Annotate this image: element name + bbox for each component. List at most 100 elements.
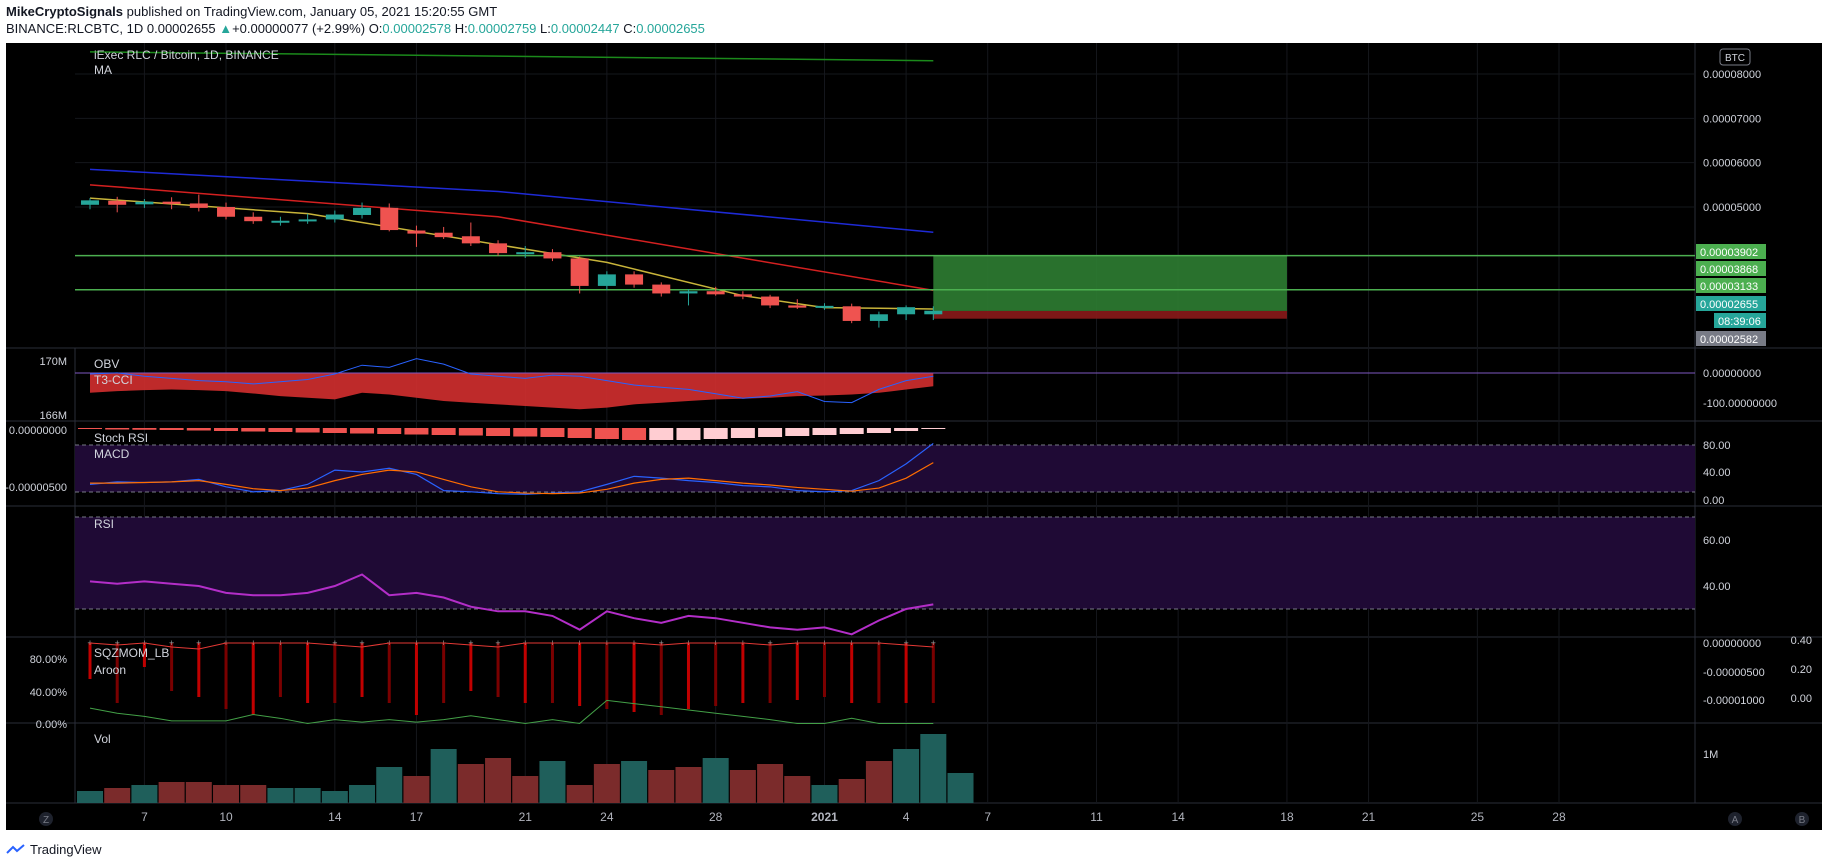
momentum-bar[interactable] [88,643,92,679]
macd-histogram-bar[interactable] [105,428,130,430]
z-button-bg[interactable] [39,812,53,826]
volume-bar[interactable] [729,770,756,803]
macd-histogram-bar[interactable] [567,428,592,438]
macd-histogram-bar[interactable] [866,428,891,433]
macd-histogram-bar[interactable] [785,428,810,436]
momentum-bar[interactable] [523,643,527,703]
momentum-bar[interactable] [741,643,745,703]
candle-body[interactable] [189,203,208,208]
rsi-line[interactable] [89,573,934,636]
macd-histogram-bar[interactable] [540,428,565,437]
momentum-bar[interactable] [360,643,364,697]
volume-bar[interactable] [811,785,838,803]
volume-bar[interactable] [702,758,729,803]
candle-body[interactable] [407,230,426,234]
momentum-bar[interactable] [387,643,391,703]
macd-histogram-bar[interactable] [812,428,837,435]
volume-bar[interactable] [430,749,457,803]
candle-body[interactable] [461,236,480,244]
stoch-d-line[interactable] [90,462,934,495]
chart-container[interactable]: + + + + + + + + + + + + + + + + + + + + + + + + + + + + + + + + 7 10 14 17… [5,43,1822,830]
candle-body[interactable] [81,200,99,205]
candle-body[interactable] [298,219,317,222]
candle-body[interactable] [869,314,888,321]
rsi-pane[interactable] [75,516,1695,636]
momentum-bar[interactable] [224,643,228,709]
price-pane[interactable] [75,51,1695,328]
momentum-bar[interactable] [931,643,935,703]
volume-bar[interactable] [104,788,131,803]
candle-body[interactable] [897,307,916,315]
macd-histogram-bar[interactable] [758,428,783,437]
volume-pane[interactable] [77,734,974,803]
macd-histogram-bar[interactable] [431,428,456,435]
momentum-bar[interactable] [115,643,119,703]
aroon-up-line[interactable] [89,642,934,650]
macd-histogram-bar[interactable] [486,428,511,436]
volume-bar[interactable] [838,779,865,803]
momentum-bar[interactable] [632,643,636,712]
candle-body[interactable] [706,291,725,295]
macd-histogram-bar[interactable] [894,428,919,431]
candle-body[interactable] [733,294,752,297]
moving-average-line[interactable] [89,184,934,292]
volume-bar[interactable] [485,758,512,803]
candle-body[interactable] [380,207,399,231]
candle-body[interactable] [217,207,236,217]
volume-bar[interactable] [512,776,539,803]
candle-body[interactable] [353,207,372,215]
macd-histogram-bar[interactable] [921,428,946,429]
macd-histogram-bar[interactable] [377,428,402,434]
momentum-bar[interactable] [659,643,663,715]
macd-histogram-bar[interactable] [458,428,483,436]
momentum-bar[interactable] [822,643,826,697]
macd-histogram-bar[interactable] [295,428,320,433]
macd-histogram-bar[interactable] [513,428,538,437]
volume-bar[interactable] [267,788,294,803]
currency-badge-box[interactable] [1719,48,1751,66]
volume-bar[interactable] [566,785,593,803]
macd-histogram-bar[interactable] [78,428,102,429]
volume-bar[interactable] [865,761,892,803]
momentum-bar[interactable] [795,643,799,700]
volume-bar[interactable] [376,767,403,803]
macd-histogram-bar[interactable] [622,428,647,440]
volume-bar[interactable] [947,773,974,803]
volume-bar[interactable] [77,791,103,803]
volume-bar[interactable] [294,788,321,803]
stoch-k-line[interactable] [89,442,934,495]
candle-body[interactable] [815,305,834,308]
candle-body[interactable] [570,258,589,286]
candle-body[interactable] [135,201,154,205]
macd-histogram-bar[interactable] [214,428,239,431]
macd-histogram-bar[interactable] [730,428,755,438]
candle-body[interactable] [434,232,453,238]
b-button-bg[interactable] [1795,812,1809,826]
volume-bar[interactable] [349,785,376,803]
candle-body[interactable] [924,310,943,315]
volume-bar[interactable] [403,776,430,803]
volume-bar[interactable] [185,782,212,803]
momentum-bar[interactable] [578,643,582,706]
volume-bar[interactable] [240,785,267,803]
momentum-bar[interactable] [442,643,446,703]
candle-body[interactable] [842,306,861,321]
volume-bar[interactable] [784,776,811,803]
candle-body[interactable] [489,243,508,254]
macd-histogram-bar[interactable] [241,428,266,432]
macd-histogram-bar[interactable] [649,428,674,440]
candle-body[interactable] [625,274,644,285]
macd-histogram-bar[interactable] [159,428,184,430]
macd-histogram-bar[interactable] [186,428,211,431]
sqzmom-aroon-pane[interactable]: + + + + + + + + + + + + + + + + + + + + + + + + + + + + + + + + [87,638,936,724]
macd-histogram-bar[interactable] [676,428,701,440]
momentum-bar[interactable] [877,643,881,703]
candle-body[interactable] [679,291,698,294]
volume-bar[interactable] [757,764,784,803]
momentum-bar[interactable] [170,643,174,691]
momentum-bar[interactable] [142,643,146,667]
aroon-down-line[interactable] [89,699,934,724]
momentum-bar[interactable] [197,643,201,697]
obv-pane[interactable] [75,358,1695,410]
momentum-bar[interactable] [714,643,718,706]
